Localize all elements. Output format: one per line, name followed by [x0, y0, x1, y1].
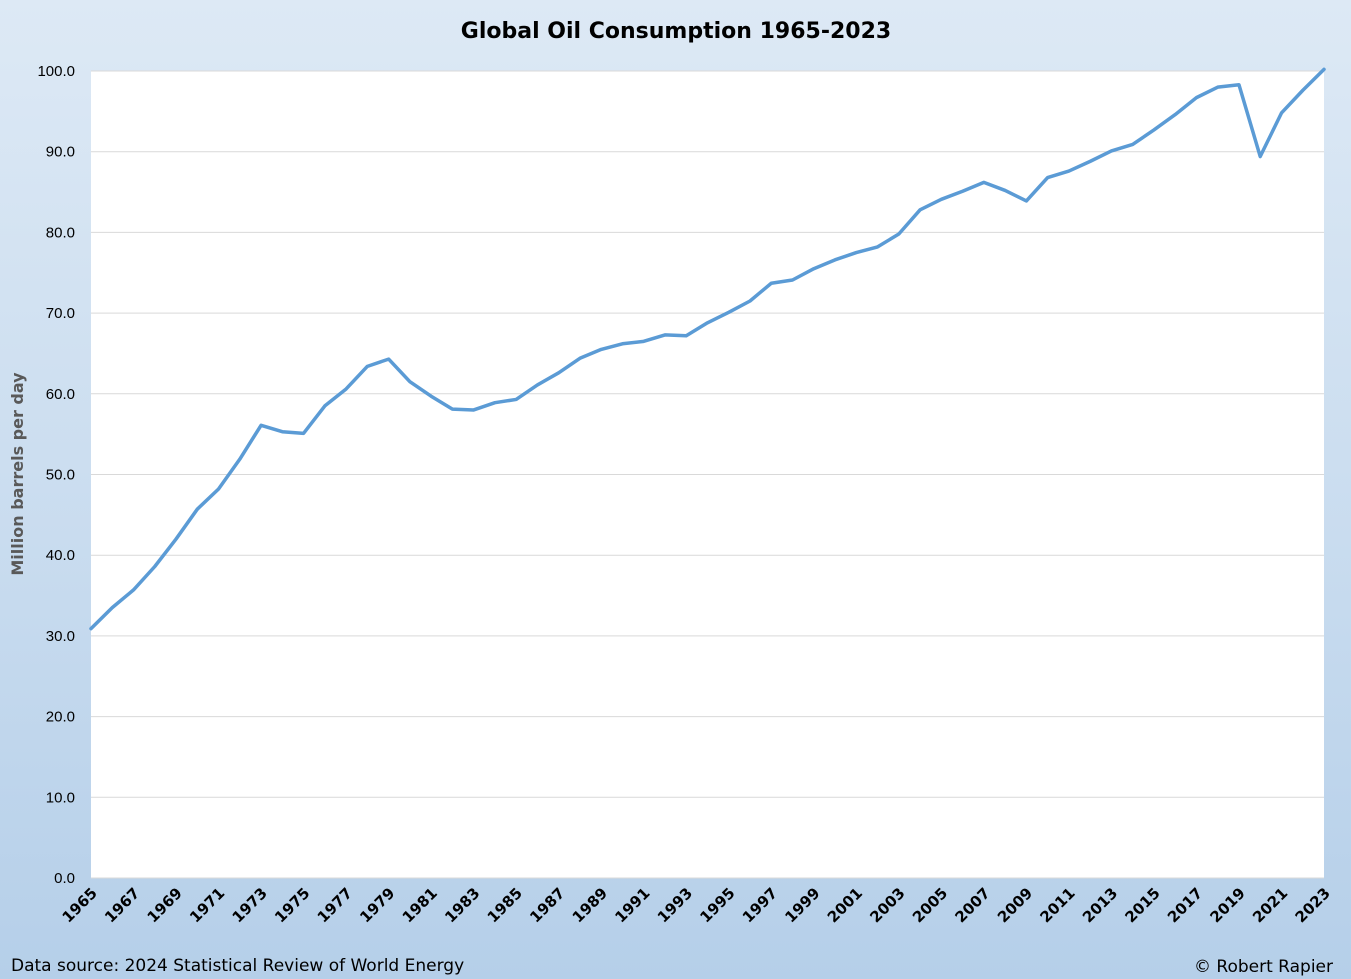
y-tick-label: 40.0	[46, 547, 75, 564]
y-tick-label: 70.0	[46, 305, 75, 322]
y-tick-label: 30.0	[46, 628, 75, 645]
x-tick-label: 2013	[1079, 884, 1121, 926]
x-tick-label: 2017	[1164, 884, 1206, 926]
y-axis-label: Million barrels per day	[8, 372, 27, 576]
x-tick-label: 1981	[399, 884, 441, 926]
gridlines	[91, 70, 1324, 879]
x-tick-label: 2001	[824, 884, 866, 926]
x-tick-label: 1971	[186, 884, 228, 926]
copyright-credit: © Robert Rapier	[1194, 957, 1333, 977]
x-axis-ticks: 1965 1967 1969 1971 1973 1975 1977 1979 1981 1983…	[59, 884, 1334, 926]
y-tick-label: 90.0	[46, 144, 75, 161]
series-line-oil-consumption	[89, 67, 1326, 631]
y-tick-label: 60.0	[46, 386, 75, 403]
x-tick-label: 1995	[696, 884, 738, 926]
x-tick-label: 2019	[1207, 884, 1249, 926]
x-tick-label: 2007	[951, 884, 993, 926]
x-tick-label: 2021	[1249, 884, 1291, 926]
x-tick-label: 2015	[1122, 884, 1164, 926]
x-tick-label: 1991	[611, 884, 653, 926]
y-tick-label: 50.0	[46, 467, 75, 484]
x-tick-label: 1979	[356, 884, 398, 926]
x-tick-label: 1997	[739, 884, 781, 926]
y-axis-ticks: 0.0 10.0 20.0 30.0 40.0 50.0 60.0 70.0 80.0 90.0 1…	[37, 63, 75, 887]
x-tick-label: 1985	[484, 884, 526, 926]
y-tick-label: 100.0	[37, 63, 75, 80]
x-tick-label: 1977	[314, 884, 356, 926]
y-tick-label: 0.0	[54, 870, 75, 887]
x-tick-label: 1969	[144, 884, 186, 926]
chart-title: Global Oil Consumption 1965-2023	[461, 19, 891, 44]
x-tick-label: 1975	[271, 884, 313, 926]
x-tick-label: 2023	[1292, 884, 1334, 926]
x-tick-label: 2005	[909, 884, 951, 926]
y-tick-label: 10.0	[46, 789, 75, 806]
x-tick-label: 2011	[1036, 884, 1078, 926]
x-tick-label: 1983	[441, 884, 483, 926]
x-tick-label: 1965	[59, 884, 101, 926]
x-tick-label: 1973	[229, 884, 271, 926]
x-tick-label: 1993	[654, 884, 696, 926]
x-tick-label: 2009	[994, 884, 1036, 926]
x-tick-label: 1987	[526, 884, 568, 926]
x-tick-label: 1999	[781, 884, 823, 926]
y-tick-label: 80.0	[46, 224, 75, 241]
x-tick-label: 1989	[569, 884, 611, 926]
x-tick-label: 2003	[866, 884, 908, 926]
y-tick-label: 20.0	[46, 709, 75, 726]
x-tick-label: 1967	[101, 884, 143, 926]
data-source-note: Data source: 2024 Statistical Review of …	[11, 956, 464, 976]
series-layer	[89, 67, 1326, 631]
